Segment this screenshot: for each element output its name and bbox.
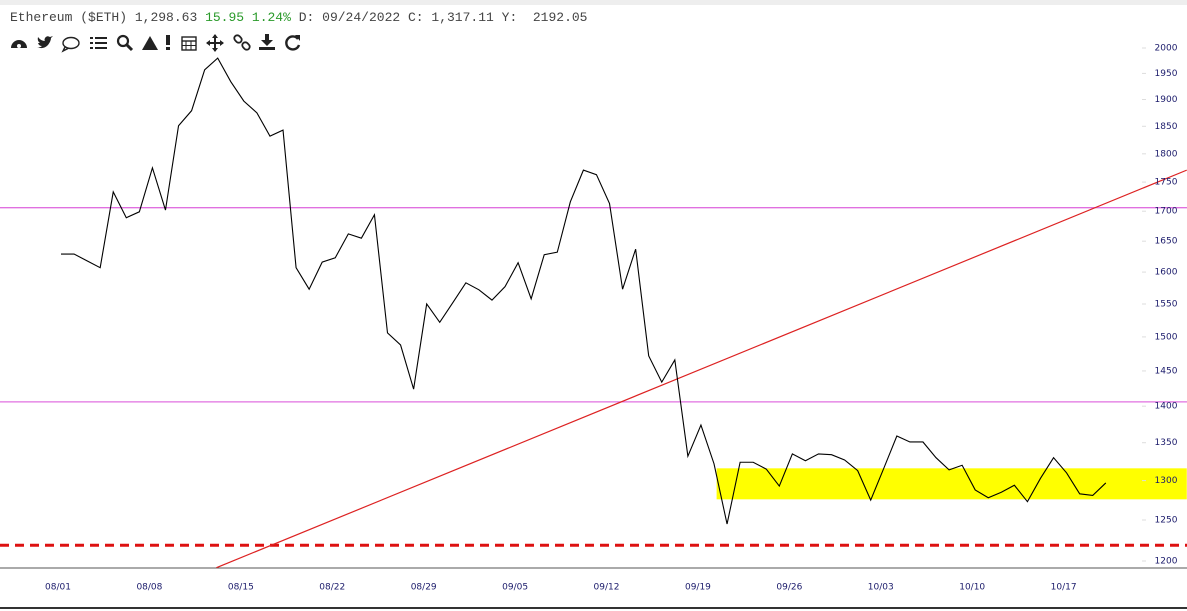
download-icon[interactable] — [259, 34, 275, 50]
y-tick-label: 1350 — [1155, 438, 1178, 448]
ticker-name: Ethereum ($ETH) — [10, 10, 128, 25]
close: 1,317.11 — [431, 10, 494, 25]
y-tick-label: 1600 — [1155, 268, 1178, 278]
change: 15.95 — [205, 10, 245, 25]
x-tick-label: 10/17 — [1051, 583, 1077, 593]
close-label: C: — [407, 10, 424, 25]
comment-icon[interactable] — [61, 36, 80, 53]
top-strip — [0, 0, 1187, 5]
y-tick-label: 1700 — [1155, 207, 1178, 217]
trend-line — [216, 169, 1187, 568]
y-tick-label: 1800 — [1155, 149, 1178, 159]
y-tick-label: 1850 — [1155, 122, 1178, 132]
y-value: 2192.05 — [532, 10, 588, 25]
y-tick-label: 1200 — [1155, 557, 1178, 567]
dashboard-icon[interactable] — [11, 40, 27, 48]
x-tick-label: 08/01 — [45, 583, 71, 593]
x-tick-label: 08/22 — [319, 583, 345, 593]
y-tick-label: 1250 — [1155, 516, 1178, 526]
y-tick-label: 1550 — [1155, 299, 1178, 309]
x-tick-label: 09/26 — [776, 583, 802, 593]
x-tick-label: 09/05 — [502, 583, 528, 593]
y-tick-label: 1300 — [1155, 476, 1178, 486]
y-tick-label: 1450 — [1155, 366, 1178, 376]
triangle-icon[interactable] — [142, 36, 158, 50]
highlight-band — [716, 468, 1187, 500]
list-icon[interactable] — [90, 37, 107, 49]
plot-area — [0, 57, 1187, 568]
link-icon[interactable] — [233, 34, 251, 51]
twitter-icon[interactable] — [37, 36, 53, 49]
calendar-icon[interactable] — [181, 36, 197, 51]
toolbar — [11, 34, 301, 53]
alert-icon[interactable] — [166, 35, 170, 50]
change-pct: 1.24% — [251, 10, 291, 25]
refresh-icon[interactable] — [285, 35, 301, 51]
quote-header: Ethereum ($ETH) 1,298.63 15.95 1.24% D: … — [10, 10, 587, 25]
y-label: Y: — [501, 10, 518, 25]
y-tick-label: 2000 — [1155, 44, 1178, 54]
y-tick-label: 1500 — [1155, 332, 1178, 342]
move-icon[interactable] — [206, 34, 224, 52]
y-tick-label: 1750 — [1155, 178, 1178, 188]
x-tick-label: 10/10 — [959, 583, 985, 593]
y-tick-label: 1400 — [1155, 402, 1178, 412]
y-tick-label: 1900 — [1155, 95, 1178, 105]
search-icon[interactable] — [116, 34, 134, 52]
x-tick-label: 09/12 — [594, 583, 620, 593]
y-tick-label: 1650 — [1155, 237, 1178, 247]
date: 09/24/2022 — [322, 10, 401, 25]
price-line — [61, 57, 1107, 525]
y-tick-label: 1950 — [1155, 69, 1178, 79]
x-tick-label: 09/19 — [685, 583, 711, 593]
x-tick-label: 08/29 — [411, 583, 437, 593]
x-tick-label: 08/08 — [136, 583, 162, 593]
date-label: D: — [298, 10, 315, 25]
price: 1,298.63 — [134, 10, 198, 25]
x-tick-label: 08/15 — [228, 583, 254, 593]
x-tick-label: 10/03 — [868, 583, 894, 593]
